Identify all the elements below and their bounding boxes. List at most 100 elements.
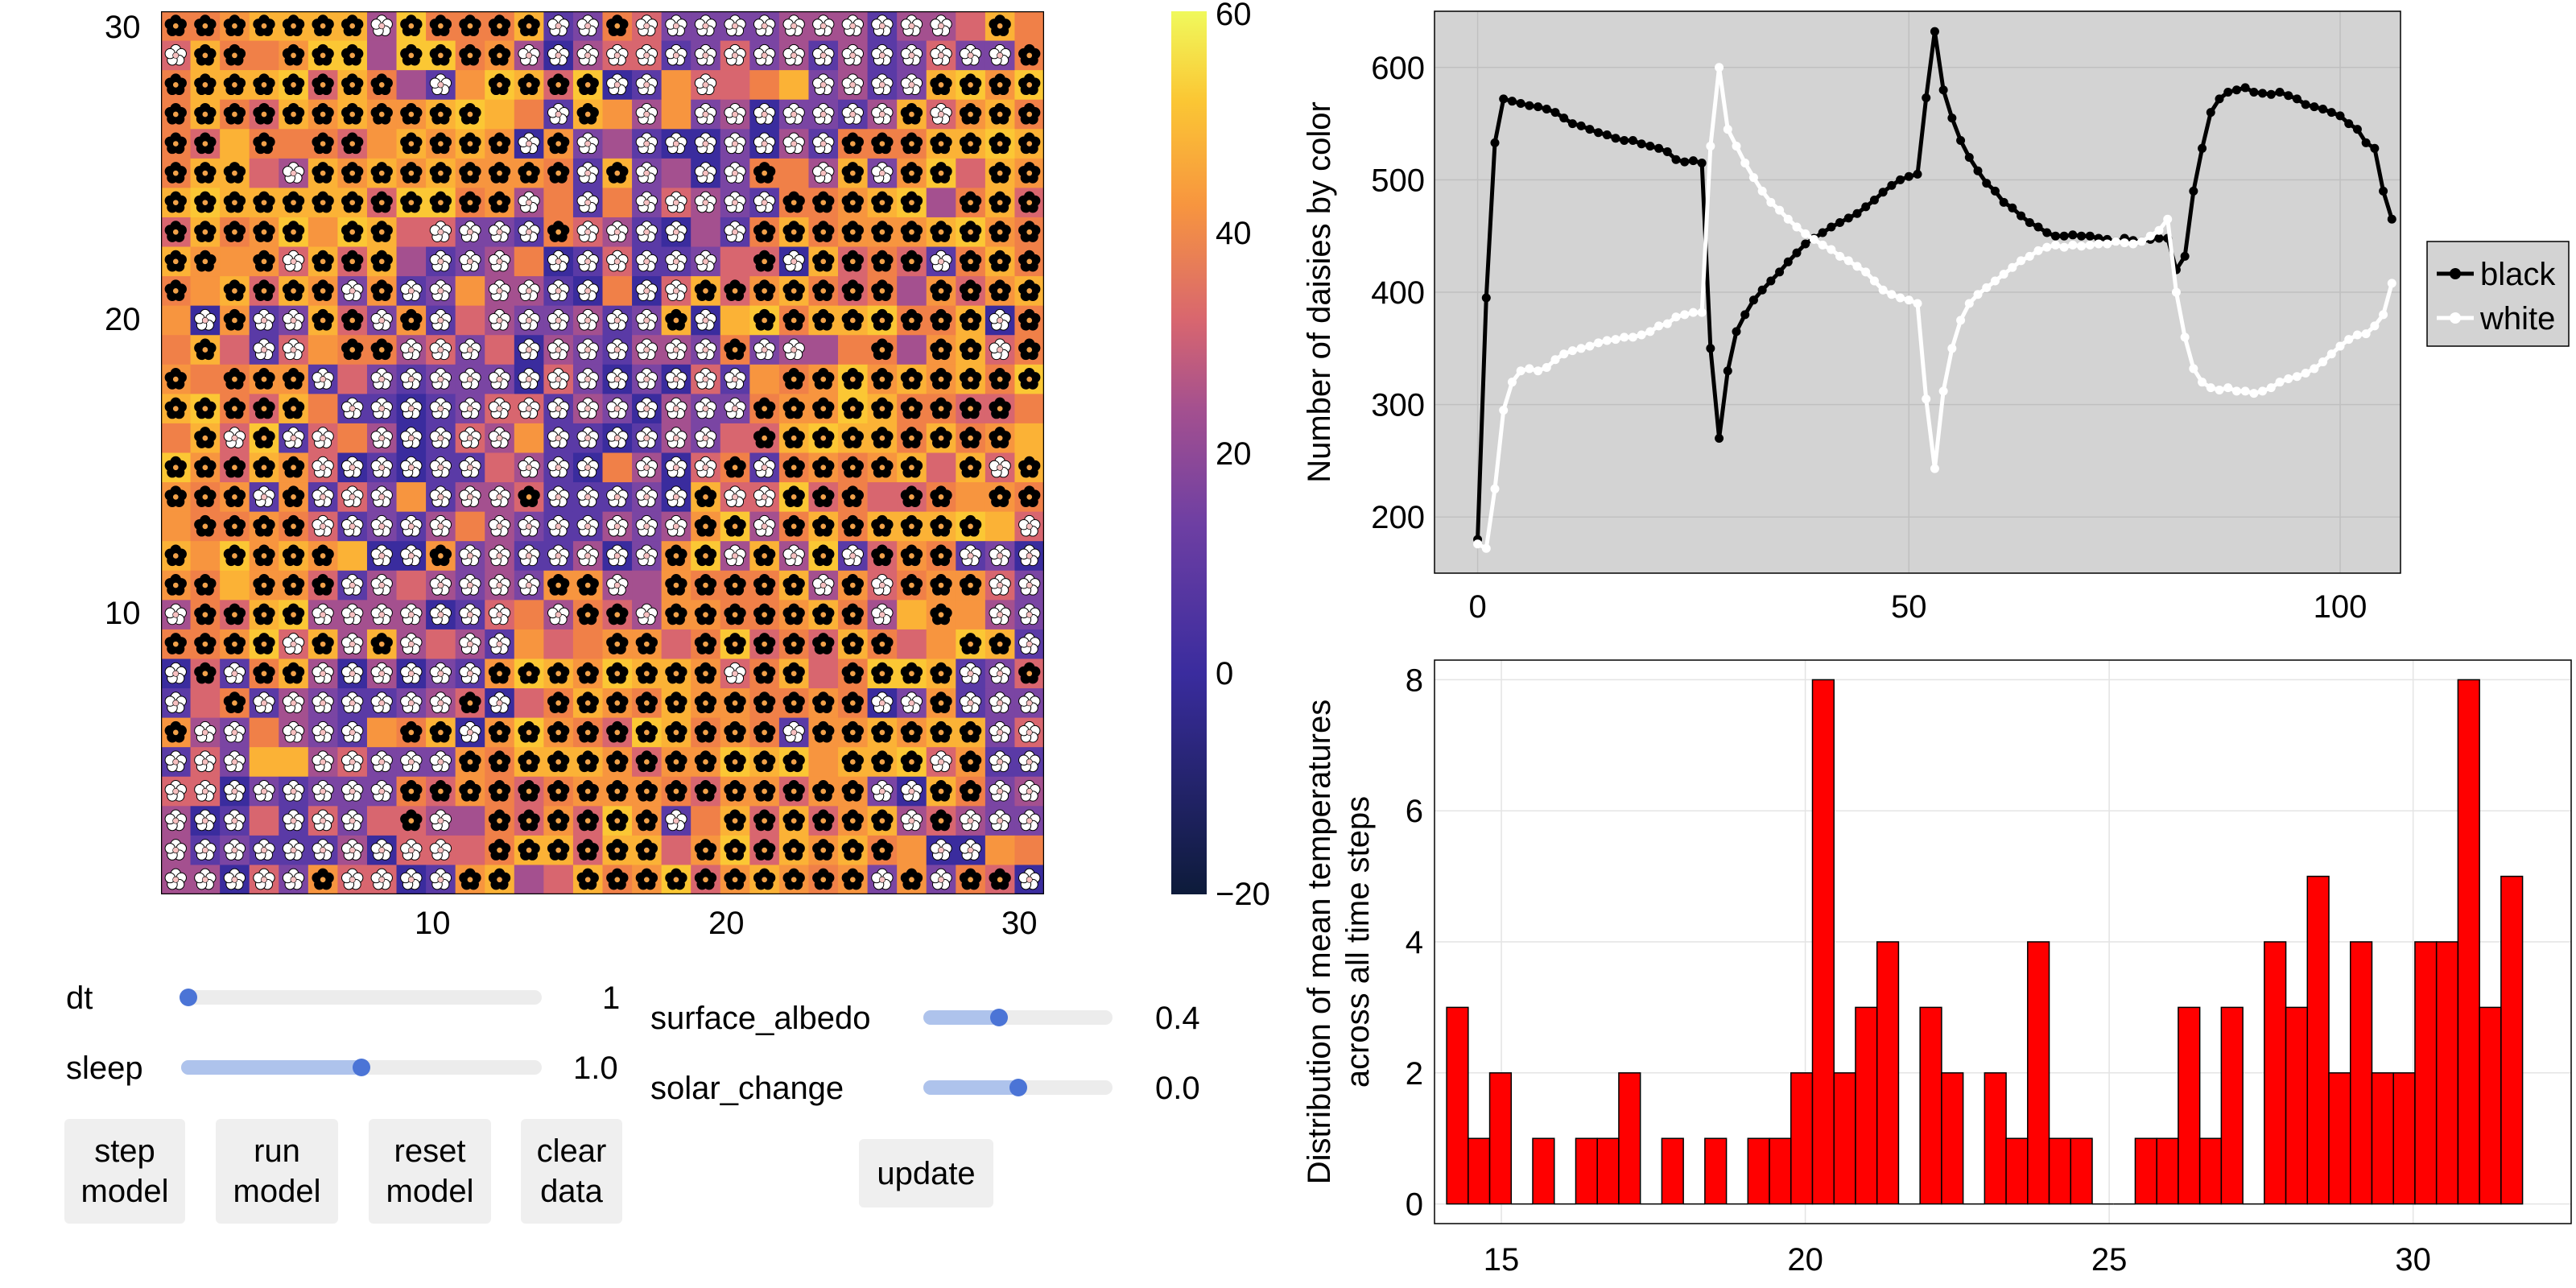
data-point-black [2361, 138, 2371, 147]
black-daisy-icon [812, 250, 835, 272]
black-daisy-icon [518, 162, 540, 184]
temperature-heatmap [161, 11, 1044, 894]
heatmap-cell [485, 452, 515, 483]
black-daisy-icon [841, 191, 864, 213]
data-point-white [2008, 262, 2017, 272]
black-daisy-icon [606, 162, 629, 184]
white-daisy-icon [724, 191, 746, 213]
heatmap-cell [956, 158, 986, 188]
data-point-white [1585, 341, 1595, 351]
white-daisy-icon [900, 14, 923, 36]
update-button[interactable]: update [859, 1139, 993, 1208]
heatmap-cell [543, 629, 574, 659]
histogram-bar [1468, 1137, 1491, 1205]
white-daisy-icon [370, 427, 393, 448]
black-daisy-icon [253, 14, 275, 36]
white-daisy-icon [341, 279, 364, 302]
black-daisy-icon [194, 102, 217, 125]
heatmap-cell [985, 511, 1015, 542]
white-daisy-icon [930, 250, 952, 272]
black-daisy-icon [841, 132, 864, 155]
data-point-white [1827, 245, 1836, 254]
histogram-bar [2005, 1137, 2029, 1205]
white-daisy-icon [665, 43, 687, 66]
heatmap-cell [366, 806, 398, 836]
y-tick-label: 200 [1371, 500, 1425, 535]
heatmap-cell [190, 276, 221, 307]
y-axis-label: Number of daisies by color [1302, 101, 1337, 483]
black-daisy-icon [900, 102, 923, 125]
data-point-black [1499, 94, 1509, 104]
data-point-black [1990, 186, 2000, 196]
heatmap-cell [661, 158, 691, 188]
histogram-bar [2264, 941, 2287, 1205]
data-point-white [1861, 267, 1871, 277]
heatmap-cell [1014, 423, 1044, 453]
clear-data-button[interactable]: clear data [521, 1119, 622, 1224]
heatmap-cell [514, 423, 544, 453]
data-point-black [1792, 248, 1802, 258]
data-point-white [1757, 186, 1767, 196]
black-daisy-icon [194, 427, 217, 448]
histogram-bar [1661, 1137, 1684, 1205]
black-daisy-icon [841, 162, 864, 184]
black-daisy-icon [871, 250, 894, 272]
data-point-black [2326, 108, 2336, 118]
data-point-white [2154, 225, 2164, 235]
black-daisy-icon [194, 191, 217, 213]
run-model-button[interactable]: run model [216, 1119, 338, 1224]
white-daisy-icon [400, 338, 423, 361]
data-point-white [2361, 329, 2371, 339]
data-point-black [1525, 101, 1534, 110]
slider-track[interactable] [923, 1079, 1113, 1096]
button-label: update [877, 1155, 976, 1191]
black-daisy-icon [959, 368, 982, 390]
histogram-bar [2328, 1072, 2351, 1205]
data-point-black [1956, 136, 1966, 146]
data-point-black [2310, 102, 2319, 112]
white-daisy-icon [429, 279, 452, 302]
data-point-black [2344, 119, 2354, 129]
black-daisy-icon [164, 456, 187, 478]
black-daisy-icon [989, 279, 1011, 302]
histogram-bar [1532, 1137, 1555, 1205]
data-point-black [1559, 114, 1569, 123]
colorbar-tick: 60 [1216, 0, 1252, 32]
black-daisy-icon [282, 279, 305, 302]
histogram-bar [2070, 1137, 2093, 1205]
white-daisy-icon [930, 43, 952, 66]
black-daisy-icon [959, 308, 982, 331]
white-daisy-icon [665, 397, 687, 419]
step-model-button[interactable]: step model [64, 1119, 185, 1224]
white-daisy-icon [488, 368, 511, 390]
slider-track[interactable] [179, 989, 542, 1006]
y-tick-label: 400 [1371, 275, 1425, 311]
data-point-black [2033, 222, 2043, 232]
slider-handle[interactable] [1009, 1079, 1027, 1096]
histogram-bar [1876, 941, 1900, 1205]
legend-label: white [2479, 301, 2555, 336]
data-point-white [1843, 256, 1853, 266]
slider-track[interactable] [923, 1009, 1113, 1026]
heatmap-cell [926, 452, 956, 483]
heatmap-cell [514, 99, 544, 130]
slider-handle[interactable] [179, 989, 197, 1006]
black-daisy-icon [429, 191, 452, 213]
heatmap-cell [455, 806, 485, 836]
black-daisy-icon [576, 73, 599, 96]
black-daisy-icon [164, 162, 187, 184]
colorbar-tick: 40 [1216, 216, 1252, 251]
data-point-white [1922, 394, 1931, 404]
black-daisy-icon [164, 132, 187, 155]
slider-track[interactable] [181, 1059, 542, 1076]
reset-model-button[interactable]: reset model [369, 1119, 491, 1224]
white-daisy-icon [724, 43, 746, 66]
slider-handle[interactable] [353, 1059, 370, 1076]
black-daisy-icon [164, 14, 187, 36]
white-daisy-icon [488, 250, 511, 272]
slider-handle[interactable] [990, 1009, 1008, 1026]
heatmap-cell [396, 570, 427, 601]
black-daisy-icon [871, 338, 894, 361]
heatmap-cell [1014, 835, 1044, 865]
black-daisy-icon [341, 338, 364, 361]
